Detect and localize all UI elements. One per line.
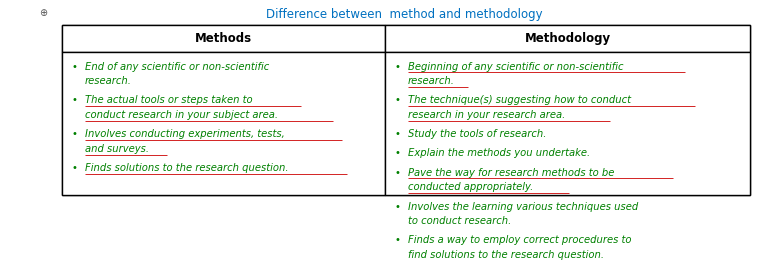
Text: •: • [71, 163, 77, 173]
Bar [63, 52, 385, 195]
Text: •: • [394, 149, 401, 159]
Text: •: • [394, 62, 401, 72]
Text: Difference between  method and methodology: Difference between method and methodolog… [266, 8, 542, 21]
Text: Methods: Methods [195, 32, 253, 45]
Text: •: • [394, 168, 401, 178]
Text: •: • [394, 129, 401, 139]
Text: conduct research in your subject area.: conduct research in your subject area. [85, 110, 278, 120]
Text: Study the tools of research.: Study the tools of research. [408, 129, 546, 139]
Text: research.: research. [85, 76, 132, 86]
Text: Involves the learning various techniques used: Involves the learning various techniques… [408, 201, 639, 211]
Bar [385, 25, 750, 52]
Text: Finds solutions to the research question.: Finds solutions to the research question… [85, 163, 288, 173]
Text: conducted appropriately.: conducted appropriately. [408, 182, 533, 193]
Text: Involves conducting experiments, tests,: Involves conducting experiments, tests, [85, 129, 285, 139]
Text: •: • [394, 201, 401, 211]
Text: research.: research. [408, 76, 455, 86]
Text: The actual tools or steps taken to: The actual tools or steps taken to [85, 95, 253, 105]
Text: and surveys.: and surveys. [85, 144, 149, 154]
Text: Finds a way to employ correct procedures to: Finds a way to employ correct procedures… [408, 235, 632, 245]
Bar [385, 52, 750, 195]
Text: research in your research area.: research in your research area. [408, 110, 565, 120]
Text: •: • [394, 95, 401, 105]
Bar [63, 25, 385, 52]
Text: find solutions to the research question.: find solutions to the research question. [408, 250, 604, 260]
Text: ⊕: ⊕ [39, 8, 47, 18]
Text: End of any scientific or non-scientific: End of any scientific or non-scientific [85, 62, 269, 72]
Text: •: • [71, 129, 77, 139]
Text: The technique(s) suggesting how to conduct: The technique(s) suggesting how to condu… [408, 95, 631, 105]
Text: •: • [71, 62, 77, 72]
Text: to conduct research.: to conduct research. [408, 216, 511, 226]
Bar [63, 25, 750, 195]
Text: Methodology: Methodology [525, 32, 611, 45]
Text: Beginning of any scientific or non-scientific: Beginning of any scientific or non-scien… [408, 62, 623, 72]
Text: Pave the way for research methods to be: Pave the way for research methods to be [408, 168, 614, 178]
Text: Explain the methods you undertake.: Explain the methods you undertake. [408, 149, 591, 159]
Text: •: • [394, 235, 401, 245]
Text: •: • [71, 95, 77, 105]
